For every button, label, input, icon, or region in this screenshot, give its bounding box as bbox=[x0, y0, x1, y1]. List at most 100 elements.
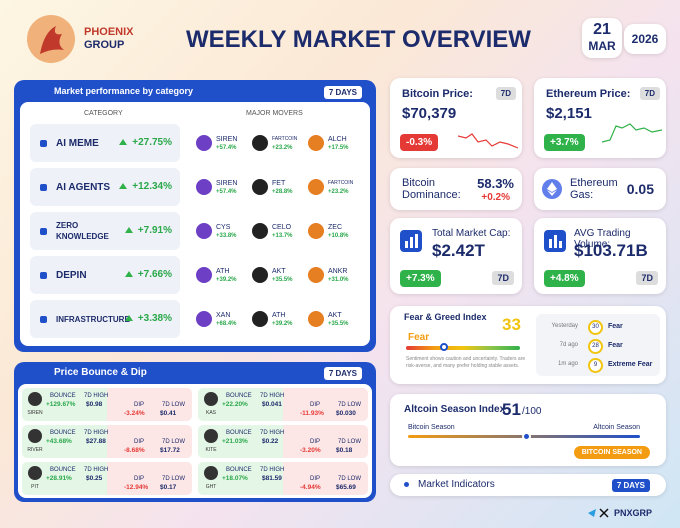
panel-title: Market performance by category bbox=[54, 86, 194, 96]
token-icon bbox=[204, 466, 218, 480]
mover-change: +33.8% bbox=[216, 233, 237, 239]
label: 7D HIGH bbox=[84, 430, 109, 436]
label: 7D HIGH bbox=[260, 393, 285, 399]
mover-symbol: CELO bbox=[272, 224, 292, 231]
mover-icon bbox=[308, 223, 324, 239]
title: Altcoin Season Index bbox=[404, 404, 506, 415]
gauge bbox=[406, 343, 520, 351]
history-when: Yesterday bbox=[551, 323, 578, 329]
mover-symbol: XAN bbox=[216, 312, 231, 319]
index-max: /100 bbox=[522, 406, 542, 417]
category-change: +12.34% bbox=[119, 181, 172, 192]
category-name: INFRASTRUCTURE bbox=[56, 314, 130, 324]
change: +27.75% bbox=[132, 137, 172, 148]
gas-card: Ethereum Gas: 0.05 bbox=[534, 168, 666, 210]
up-arrow bbox=[124, 315, 133, 321]
value: -12.94% bbox=[124, 484, 149, 491]
value: $27.88 bbox=[86, 438, 106, 445]
period-badge: 7D bbox=[492, 271, 514, 285]
up-arrow bbox=[119, 139, 128, 145]
label: DIP bbox=[134, 476, 145, 482]
label: 7D LOW bbox=[162, 439, 186, 445]
mover-change: +39.2% bbox=[272, 321, 293, 327]
token-symbol: GHT bbox=[205, 484, 217, 490]
bounce-panel: Price Bounce & Dip 7 DAYS SIREN BOUNCE +12… bbox=[14, 362, 376, 502]
change: -0.3% bbox=[400, 134, 439, 151]
label: 7D HIGH bbox=[84, 393, 109, 399]
mover-symbol: SIREN bbox=[216, 136, 238, 143]
label: Ethereum Price: bbox=[546, 88, 631, 100]
token-icon bbox=[28, 392, 42, 406]
label: BOUNCE bbox=[226, 393, 252, 399]
category-panel: Market performance by category 7 DAYS CA… bbox=[14, 80, 376, 352]
label: 7D LOW bbox=[162, 476, 186, 482]
category-change: +27.75% bbox=[119, 137, 172, 148]
category-name: DEPIN bbox=[56, 269, 87, 281]
label: BOUNCE bbox=[50, 430, 76, 436]
label: DIP bbox=[310, 402, 321, 408]
label: 7D LOW bbox=[338, 439, 362, 445]
mover-symbol: ATH bbox=[272, 312, 286, 319]
bullet bbox=[40, 140, 47, 147]
category-card: DEPIN +7.66% bbox=[30, 256, 180, 294]
label: 7D LOW bbox=[162, 402, 186, 408]
up-arrow bbox=[119, 183, 128, 189]
mover-change: +68.4% bbox=[216, 321, 237, 327]
market-cap-card: Total Market Cap: $2.42T +7.3% 7D bbox=[390, 218, 522, 294]
category-card: INFRASTRUCTURE +3.38% bbox=[30, 300, 180, 338]
label: 7D LOW bbox=[338, 476, 362, 482]
value: $0.22 bbox=[262, 438, 279, 445]
history-value: 30 bbox=[588, 320, 603, 335]
category-name: AI AGENTS bbox=[56, 181, 111, 193]
history-when: 1m ago bbox=[557, 361, 578, 367]
token-icon bbox=[28, 429, 42, 443]
mover-icon bbox=[196, 223, 212, 239]
volume-card: AVG Trading Volume: $103.71B +4.8% 7D bbox=[534, 218, 666, 294]
mover-icon bbox=[308, 135, 324, 151]
history-status: Fear bbox=[608, 342, 623, 349]
page-title: WEEKLY MARKET OVERVIEW bbox=[186, 26, 531, 53]
up-arrow bbox=[124, 227, 133, 233]
mover-icon bbox=[196, 179, 212, 195]
token-cell: PIT BOUNCE +28.91% 7D HIGH $0.25 DIP -12.94% 7D… bbox=[22, 462, 192, 495]
mover-icon bbox=[196, 135, 212, 151]
panel-body: CATEGORY MAJOR MOVERS AI MEME +27.75% SIRE… bbox=[20, 102, 370, 346]
mover-icon bbox=[252, 179, 268, 195]
mover-icon bbox=[252, 223, 268, 239]
mover-symbol: ATH bbox=[216, 268, 230, 275]
mover-symbol: FARTCOIN bbox=[328, 180, 354, 186]
history-value: 28 bbox=[588, 339, 603, 354]
description: Sentiment shows caution and uncertainty.… bbox=[406, 356, 526, 369]
label: DIP bbox=[134, 402, 145, 408]
column-header: MAJOR MOVERS bbox=[246, 110, 303, 117]
sparkline bbox=[458, 133, 518, 149]
label: Bitcoin Dominance: bbox=[402, 177, 461, 201]
value: $2.42T bbox=[432, 241, 485, 260]
left-label: Bitcoin Season bbox=[408, 424, 455, 431]
year-box: 2026 bbox=[624, 24, 666, 54]
category-name: AI MEME bbox=[56, 137, 99, 149]
mover-change: +10.8% bbox=[328, 233, 349, 239]
day: 21 bbox=[593, 21, 611, 38]
eth-icon bbox=[542, 179, 562, 199]
mover-icon bbox=[308, 311, 324, 327]
dot bbox=[404, 482, 409, 487]
logo bbox=[27, 15, 75, 63]
change: +7.66% bbox=[137, 269, 172, 280]
gauge bbox=[408, 432, 640, 441]
value: $0.17 bbox=[160, 484, 177, 491]
index-value: 33 bbox=[502, 315, 521, 334]
value: $0.41 bbox=[160, 410, 177, 417]
value: +18.07% bbox=[222, 475, 248, 482]
mover-change: +31.0% bbox=[328, 277, 349, 283]
value: -4.94% bbox=[300, 484, 321, 491]
status: Fear bbox=[408, 332, 430, 343]
mover-symbol: AKT bbox=[328, 312, 342, 319]
bullet bbox=[40, 184, 47, 191]
right-label: Altcoin Season bbox=[593, 424, 640, 431]
value: +43.68% bbox=[46, 438, 72, 445]
token-symbol: RIVER bbox=[27, 447, 43, 453]
token-symbol: PIT bbox=[31, 484, 39, 490]
label: BOUNCE bbox=[50, 393, 76, 399]
value: -3.20% bbox=[300, 447, 321, 454]
